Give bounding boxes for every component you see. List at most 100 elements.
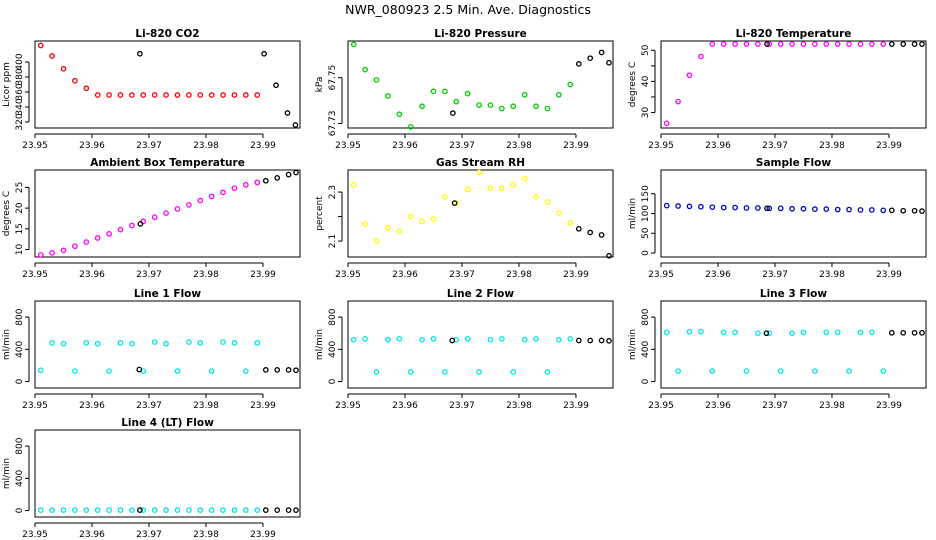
data-point: [499, 336, 505, 342]
data-point: [373, 77, 380, 83]
data-point: [136, 366, 143, 373]
data-point: [72, 368, 78, 374]
data-point: [137, 221, 144, 227]
data-point: [231, 92, 238, 98]
data-point: [812, 41, 818, 47]
data-point: [663, 202, 670, 209]
figure-title: NWR_080923 2.5 Min. Ave. Diagnostics: [345, 2, 591, 17]
x-tick-label: 23.95: [648, 141, 674, 151]
data-point: [663, 329, 670, 336]
data-point: [598, 49, 605, 56]
data-point: [732, 329, 738, 336]
panel-title: Gas Stream RH: [436, 157, 525, 169]
x-tick-label: 23.98: [506, 270, 532, 280]
y-tick-label: 380: [15, 68, 25, 85]
panel-title: Sample Flow: [756, 157, 831, 169]
data-point: [857, 329, 864, 336]
y-tick-label: 400: [15, 53, 25, 70]
series-blue: [663, 202, 887, 214]
data-point: [220, 507, 226, 513]
y-axis-label: Licor ppm: [2, 62, 12, 107]
y-tick-label: 100: [641, 205, 651, 222]
y-axis-label: degrees C: [2, 191, 12, 236]
x-tick-label: 23.96: [705, 141, 731, 151]
data-point: [106, 92, 112, 98]
data-point: [766, 41, 773, 47]
data-point: [755, 330, 761, 337]
data-point: [285, 367, 292, 373]
data-point: [499, 105, 505, 112]
panel-7: Line 1 Flow 23.95 23.96 23.97 23.98 23.99 0 400…: [2, 288, 301, 411]
plot-frame: [34, 300, 301, 389]
data-point: [174, 368, 181, 374]
data-point: [208, 507, 215, 513]
data-point: [60, 507, 67, 513]
data-point: [274, 175, 281, 181]
y-axis-label: ml/min: [628, 329, 638, 360]
data-point: [72, 243, 78, 250]
data-point: [764, 205, 770, 212]
data-point: [575, 225, 582, 232]
x-tick-label: 23.97: [136, 270, 162, 280]
x-tick-label: 23.98: [193, 141, 219, 151]
data-point: [186, 92, 192, 98]
data-point: [117, 226, 124, 233]
x-tick-label: 23.96: [705, 270, 731, 280]
data-point: [37, 42, 44, 49]
y-tick-label: 400: [15, 340, 25, 357]
data-point: [869, 41, 875, 47]
series-black: [451, 200, 612, 259]
data-point: [476, 102, 482, 108]
panel-title: Line 1 Flow: [134, 288, 201, 300]
data-point: [857, 41, 864, 47]
data-point: [262, 507, 269, 513]
data-point: [720, 329, 727, 336]
data-point: [430, 216, 437, 222]
data-point: [521, 175, 528, 182]
data-point: [464, 90, 471, 97]
x-tick-label: 23.99: [250, 270, 276, 280]
data-point: [49, 340, 55, 346]
data-point: [834, 329, 841, 336]
data-point: [106, 507, 112, 513]
data-point: [556, 210, 562, 216]
data-point: [273, 82, 279, 89]
data-point: [163, 210, 169, 216]
data-point: [449, 337, 456, 344]
data-point: [430, 88, 437, 95]
data-point: [385, 93, 391, 99]
data-point: [243, 182, 249, 188]
data-point: [106, 230, 112, 237]
series-black: [764, 205, 925, 214]
data-point: [362, 66, 368, 73]
plot-frame: [34, 40, 301, 129]
x-axis: 23.95 23.96 23.97 23.98 23.99: [22, 262, 276, 280]
data-point: [675, 368, 681, 374]
data-point: [812, 368, 818, 374]
data-point: [197, 197, 204, 204]
data-point: [789, 41, 795, 47]
data-point: [49, 250, 55, 256]
data-point: [60, 247, 67, 254]
data-point: [766, 330, 773, 337]
y-tick-label: 150: [641, 185, 651, 202]
data-point: [521, 336, 528, 343]
data-point: [567, 81, 574, 88]
data-point: [350, 181, 357, 188]
x-tick-label: 23.98: [506, 401, 532, 411]
x-tick-label: 23.99: [876, 270, 902, 280]
data-point: [743, 41, 750, 47]
y-tick-label: 0: [15, 507, 25, 513]
data-point: [800, 205, 807, 212]
series-red: [37, 42, 261, 98]
series-yellow: [350, 169, 574, 244]
data-point: [407, 213, 414, 220]
data-point: [220, 339, 226, 345]
plot-frame: [34, 429, 301, 518]
data-point: [262, 177, 269, 184]
x-tick-label: 23.98: [819, 270, 845, 280]
x-tick-label: 23.95: [335, 401, 361, 411]
y-tick-label: 800: [328, 308, 338, 325]
